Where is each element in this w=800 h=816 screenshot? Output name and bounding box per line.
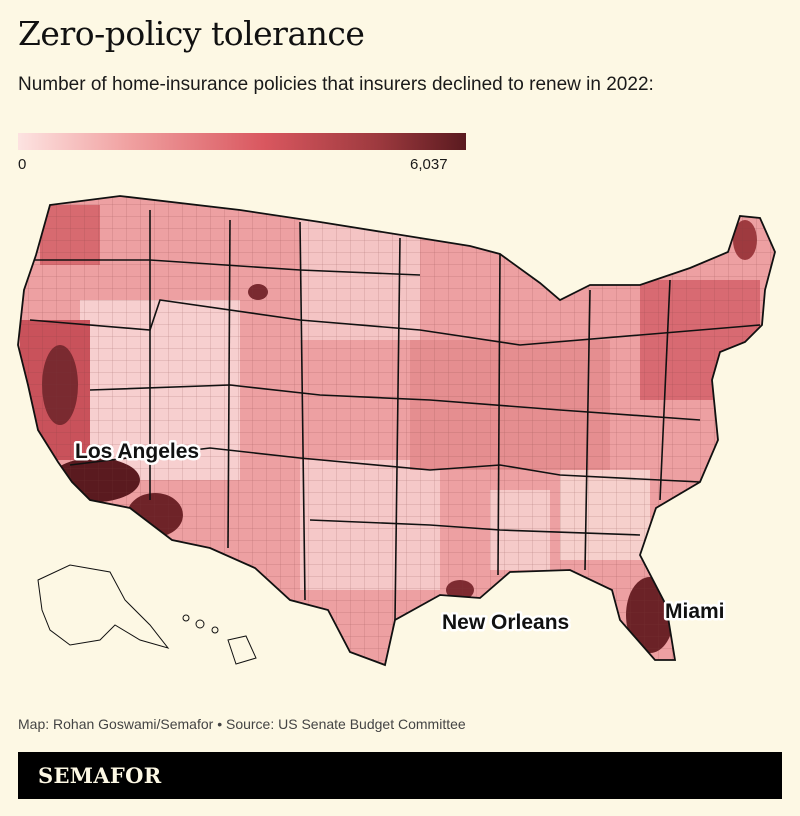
legend-max-label: 6,037 <box>410 156 448 173</box>
legend-min-label: 0 <box>18 156 27 173</box>
state-boundaries <box>25 210 761 621</box>
brand-bar <box>18 752 782 799</box>
label-los-angeles: Los Angeles <box>75 440 199 463</box>
color-scale-legend <box>18 133 466 150</box>
source-credit: Map: Rohan Goswami/Semafor • Source: US … <box>18 716 466 732</box>
us-county-choropleth-map: Los Angeles New Orleans Miami <box>0 175 800 705</box>
label-new-orleans: New Orleans <box>442 611 569 634</box>
alaska-outline <box>37 564 170 649</box>
hawaii-outline <box>182 614 257 665</box>
brand-logo: SEMAFOR <box>38 763 162 788</box>
page-title: Zero-policy tolerance <box>18 14 365 53</box>
label-miami: Miami <box>665 600 725 623</box>
page-subtitle: Number of home-insurance policies that i… <box>18 74 654 95</box>
